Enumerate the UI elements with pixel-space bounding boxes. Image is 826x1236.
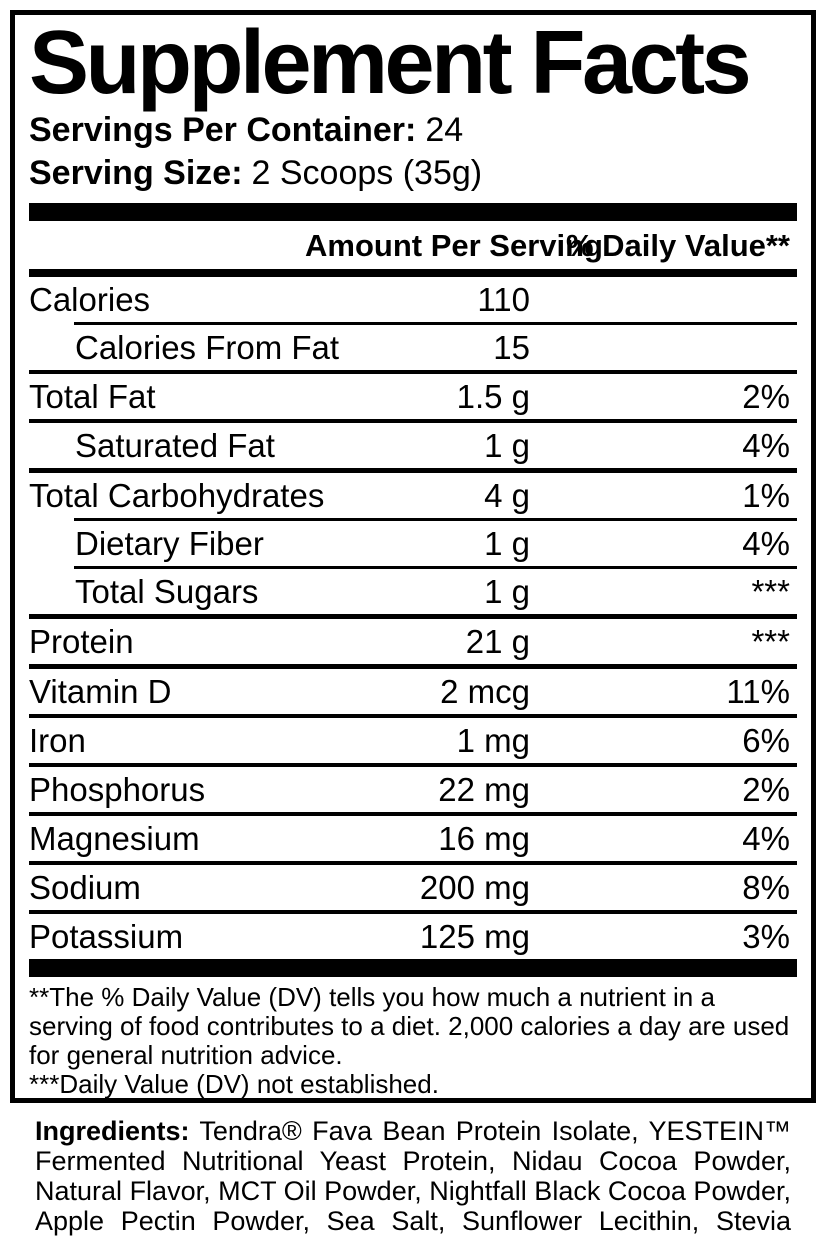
nutrient-name: Calories From Fat xyxy=(75,328,340,366)
footnote-daily-value: **The % Daily Value (DV) tells you how m… xyxy=(29,982,790,1070)
nutrient-name: Magnesium xyxy=(29,819,200,857)
separator xyxy=(74,518,797,521)
nutrient-daily-value: *** xyxy=(751,572,790,610)
serving-size-value: 2 Scoops (35g) xyxy=(251,154,483,192)
separator xyxy=(29,614,797,619)
nutrient-daily-value: 4% xyxy=(742,426,790,464)
nutrient-amount: 15 xyxy=(493,328,530,366)
separator xyxy=(29,910,797,914)
thick-divider-bottom xyxy=(29,959,797,977)
separator xyxy=(29,861,797,865)
servings-per-container-label: Servings Per Container: xyxy=(29,111,417,149)
nutrient-name: Calories xyxy=(29,280,151,318)
table-row: Iron 1 mg 6% xyxy=(29,718,797,763)
nutrient-amount: 125 mg xyxy=(419,917,530,955)
servings-per-container: Servings Per Container: 24 xyxy=(29,109,797,152)
nutrient-amount: 110 xyxy=(477,280,530,318)
nutrient-amount: 2 mcg xyxy=(440,672,530,710)
nutrient-daily-value: 2% xyxy=(742,377,790,415)
nutrient-name: Total Sugars xyxy=(75,572,259,610)
servings-per-container-value: 24 xyxy=(425,111,464,149)
nutrient-amount: 1.5 g xyxy=(456,377,530,415)
header-amount-per-serving: Amount Per Serving xyxy=(305,228,603,263)
nutrient-daily-value: 4% xyxy=(742,524,790,562)
separator xyxy=(29,714,797,718)
table-row: Phosphorus 22 mg 2% xyxy=(29,767,797,812)
nutrient-daily-value: 3% xyxy=(742,917,790,955)
table-row: Total Carbohydrates 4 g 1% xyxy=(29,473,797,518)
footnotes: **The % Daily Value (DV) tells you how m… xyxy=(29,983,797,1099)
table-row: Potassium 125 mg 3% xyxy=(29,914,797,959)
table-row: Total Fat 1.5 g 2% xyxy=(29,374,797,419)
table-row: Sodium 200 mg 8% xyxy=(29,865,797,910)
nutrient-name: Protein xyxy=(29,622,134,660)
separator xyxy=(29,370,797,374)
nutrient-daily-value: 2% xyxy=(742,770,790,808)
nutrient-daily-value: *** xyxy=(751,622,790,660)
ingredients-label: Ingredients: xyxy=(35,1116,190,1146)
nutrient-name: Saturated Fat xyxy=(75,426,275,464)
nutrient-daily-value: 6% xyxy=(742,721,790,759)
table-row: Saturated Fat 1 g 4% xyxy=(29,423,797,468)
nutrient-name: Total Fat xyxy=(29,377,156,415)
nutrient-daily-value: 8% xyxy=(742,868,790,906)
nutrient-name: Phosphorus xyxy=(29,770,206,808)
table-row: Vitamin D 2 mcg 11% xyxy=(29,669,797,714)
table-row: Calories 110 xyxy=(29,277,797,322)
nutrient-amount: 1 g xyxy=(484,524,530,562)
table-row: Total Sugars 1 g *** xyxy=(29,569,797,614)
nutrient-name: Total Carbohydrates xyxy=(29,476,325,514)
label-title: Supplement Facts xyxy=(29,13,752,113)
nutrient-amount: 21 g xyxy=(465,622,530,660)
nutrient-amount: 16 mg xyxy=(438,819,530,857)
table-row: Calories From Fat 15 xyxy=(29,325,797,370)
thick-divider-top xyxy=(29,203,797,221)
separator xyxy=(29,468,797,473)
table-row: Magnesium 16 mg 4% xyxy=(29,816,797,861)
separator xyxy=(29,763,797,767)
nutrient-amount: 4 g xyxy=(484,476,530,514)
nutrient-name: Vitamin D xyxy=(29,672,172,710)
nutrient-amount: 1 g xyxy=(484,426,530,464)
header-daily-value: % Daily Value** xyxy=(565,228,790,263)
nutrient-amount: 22 mg xyxy=(438,770,530,808)
nutrient-name: Dietary Fiber xyxy=(75,524,264,562)
supplement-facts-label: Supplement Facts Servings Per Container:… xyxy=(10,10,816,1103)
nutrient-name: Potassium xyxy=(29,917,184,955)
separator xyxy=(29,812,797,816)
ingredients-paragraph: Ingredients: Tendra® Fava Bean Protein I… xyxy=(35,1116,791,1236)
serving-size-label: Serving Size: xyxy=(29,154,243,192)
separator xyxy=(29,664,797,669)
separator xyxy=(29,419,797,423)
nutrient-daily-value: 1% xyxy=(742,476,790,514)
table-row: Protein 21 g *** xyxy=(29,619,797,664)
nutrient-daily-value: 4% xyxy=(742,819,790,857)
table-row: Dietary Fiber 1 g 4% xyxy=(29,521,797,566)
nutrition-table: Calories 110 Calories From Fat 15 Total Fat 1… xyxy=(29,277,797,959)
separator xyxy=(74,566,797,569)
ingredients-text: Tendra® Fava Bean Protein Isolate, YESTE… xyxy=(35,1116,791,1236)
nutrient-amount: 200 mg xyxy=(419,868,530,906)
header-rule xyxy=(29,269,797,277)
nutrient-name: Sodium xyxy=(29,868,141,906)
table-header: Amount Per Serving % Daily Value** xyxy=(29,221,797,269)
nutrient-amount: 1 g xyxy=(484,572,530,610)
nutrient-name: Iron xyxy=(29,721,86,759)
nutrient-daily-value: 11% xyxy=(726,672,790,710)
footnote-not-established: ***Daily Value (DV) not established. xyxy=(29,1069,439,1099)
serving-size: Serving Size: 2 Scoops (35g) xyxy=(29,152,797,195)
separator xyxy=(74,322,797,325)
nutrient-amount: 1 mg xyxy=(456,721,530,759)
